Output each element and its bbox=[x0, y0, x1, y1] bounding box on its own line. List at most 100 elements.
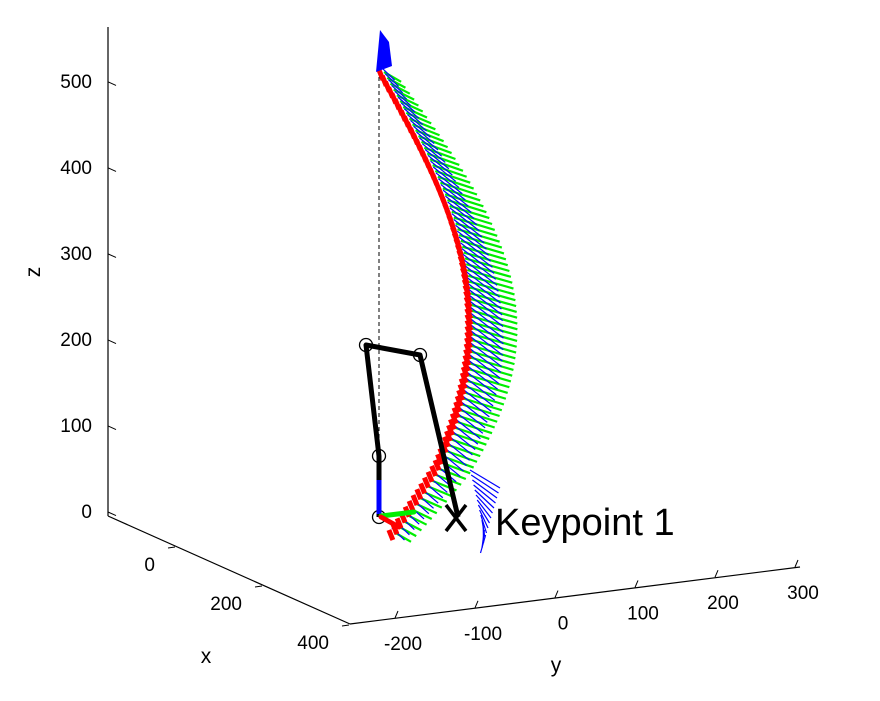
y-axis-line bbox=[349, 566, 801, 625]
frame-x-arrow bbox=[425, 470, 435, 483]
x-tick-label: 400 bbox=[297, 633, 329, 654]
base-frame-x bbox=[378, 514, 402, 530]
frame-z-arrow bbox=[454, 411, 484, 434]
frame-z-arrow bbox=[474, 489, 495, 509]
frame-z-arrow bbox=[480, 514, 488, 534]
x-axis-label: x bbox=[201, 645, 212, 668]
frame-y-arrow bbox=[469, 286, 516, 302]
linkage-arm bbox=[363, 342, 461, 518]
frame-z-arrow bbox=[447, 201, 478, 226]
z-tick-mark bbox=[107, 253, 117, 258]
y-tick-mark bbox=[474, 600, 479, 608]
frame-y-arrow bbox=[471, 309, 518, 325]
frame-z-arrow bbox=[397, 96, 416, 113]
frame-z-arrow bbox=[469, 300, 504, 327]
frame-y-arrow bbox=[383, 71, 402, 83]
frame-z-arrow bbox=[388, 79, 404, 94]
z-ticks: 0 100 200 300 400 500 bbox=[60, 72, 117, 523]
z-tick-mark bbox=[107, 425, 117, 431]
frame-z-arrow bbox=[479, 509, 489, 529]
frame-z-arrow bbox=[463, 376, 496, 401]
frame-y-arrow bbox=[386, 76, 406, 89]
y-tick-label: -200 bbox=[384, 634, 422, 655]
frame-z-arrow bbox=[440, 183, 469, 207]
x-tick-mark bbox=[341, 624, 350, 627]
frame-z-arrow bbox=[437, 178, 466, 201]
frame-z-arrow bbox=[419, 137, 443, 157]
frame-z-arrow bbox=[473, 484, 496, 504]
frame-z-arrow bbox=[394, 90, 412, 106]
frame-x-arrow bbox=[451, 406, 461, 419]
y-tick-mark bbox=[714, 570, 719, 578]
frame-z-arrow bbox=[477, 504, 491, 524]
y-tick-label: 0 bbox=[558, 614, 569, 635]
frame-z-arrow bbox=[445, 195, 475, 220]
linkage bbox=[358, 337, 461, 525]
frame-z-arrow bbox=[459, 242, 493, 268]
frame-x-arrow bbox=[463, 342, 473, 355]
joint-upper-left bbox=[358, 337, 374, 353]
frame-z-arrow bbox=[462, 381, 494, 407]
frame-z-arrow bbox=[458, 236, 491, 262]
top-blue-arrowhead bbox=[376, 30, 392, 72]
x-tick-mark bbox=[254, 585, 263, 588]
z-tick-label: 100 bbox=[60, 416, 92, 437]
frame-x-arrow bbox=[418, 482, 427, 495]
frame-z-arrow bbox=[479, 534, 487, 554]
frame-z-arrow bbox=[468, 288, 503, 316]
frame-x-arrow bbox=[449, 412, 459, 425]
y-ticks: -200 -100 0 100 200 300 bbox=[384, 559, 819, 655]
frame-z-arrow bbox=[461, 248, 495, 274]
frame-z-arrow bbox=[465, 271, 500, 298]
frame-x-arrow bbox=[406, 499, 416, 512]
frame-y-arrow bbox=[471, 338, 517, 354]
frame-x-arrow bbox=[461, 360, 471, 373]
frame-y-arrow bbox=[458, 233, 503, 249]
frame-z-arrow bbox=[469, 329, 504, 356]
frame-y-arrow bbox=[471, 327, 518, 343]
frame-y-arrow bbox=[465, 263, 512, 278]
y-tick-mark bbox=[634, 580, 639, 588]
frame-x-arrow bbox=[386, 529, 396, 541]
base-frame bbox=[376, 480, 417, 530]
frame-y-arrow bbox=[470, 292, 517, 308]
frame-x-arrow bbox=[458, 377, 468, 390]
frame-y-arrow bbox=[471, 303, 518, 319]
y-tick-mark bbox=[394, 610, 399, 619]
z-tick-label: 300 bbox=[60, 244, 92, 265]
frame-z-arrow bbox=[456, 230, 489, 256]
frame-x-arrow bbox=[453, 400, 462, 413]
frame-y-arrow bbox=[455, 222, 498, 237]
frame-z-arrow bbox=[435, 172, 463, 195]
frame-y-arrow bbox=[470, 350, 515, 366]
x-ticks: 0 200 400 bbox=[144, 546, 350, 654]
frame-z-arrow bbox=[459, 393, 490, 418]
y-tick-mark bbox=[554, 590, 559, 598]
frame-x-arrow bbox=[442, 435, 451, 448]
frame-x-arrow bbox=[429, 465, 438, 477]
frame-z-arrow bbox=[462, 253, 497, 280]
frame-z-arrow bbox=[391, 85, 408, 100]
frame-z-arrow bbox=[469, 306, 504, 333]
frame-z-arrow bbox=[451, 213, 483, 238]
frame-x-arrow bbox=[457, 383, 467, 396]
y-tick-mark bbox=[794, 559, 799, 568]
frame-z-arrow bbox=[468, 294, 504, 322]
frame-z-arrow bbox=[381, 67, 396, 81]
joint-upper-right bbox=[412, 347, 428, 363]
frame-z-arrow bbox=[432, 166, 460, 189]
frame-y-arrows bbox=[383, 71, 518, 543]
z-tick-label: 400 bbox=[60, 158, 92, 179]
frame-z-arrow bbox=[449, 207, 480, 232]
frame-z-arrow bbox=[463, 259, 498, 286]
frame-z-arrow bbox=[461, 387, 492, 412]
frame-z-arrow bbox=[416, 131, 439, 151]
frame-z-arrow bbox=[469, 317, 504, 345]
frame-z-arrow bbox=[467, 282, 502, 310]
frame-z-arrow bbox=[413, 125, 435, 145]
frame-x-arrow bbox=[414, 488, 424, 501]
frame-y-arrow bbox=[466, 373, 510, 389]
frame-x-arrow bbox=[462, 354, 472, 367]
z-tick-mark bbox=[107, 511, 117, 517]
